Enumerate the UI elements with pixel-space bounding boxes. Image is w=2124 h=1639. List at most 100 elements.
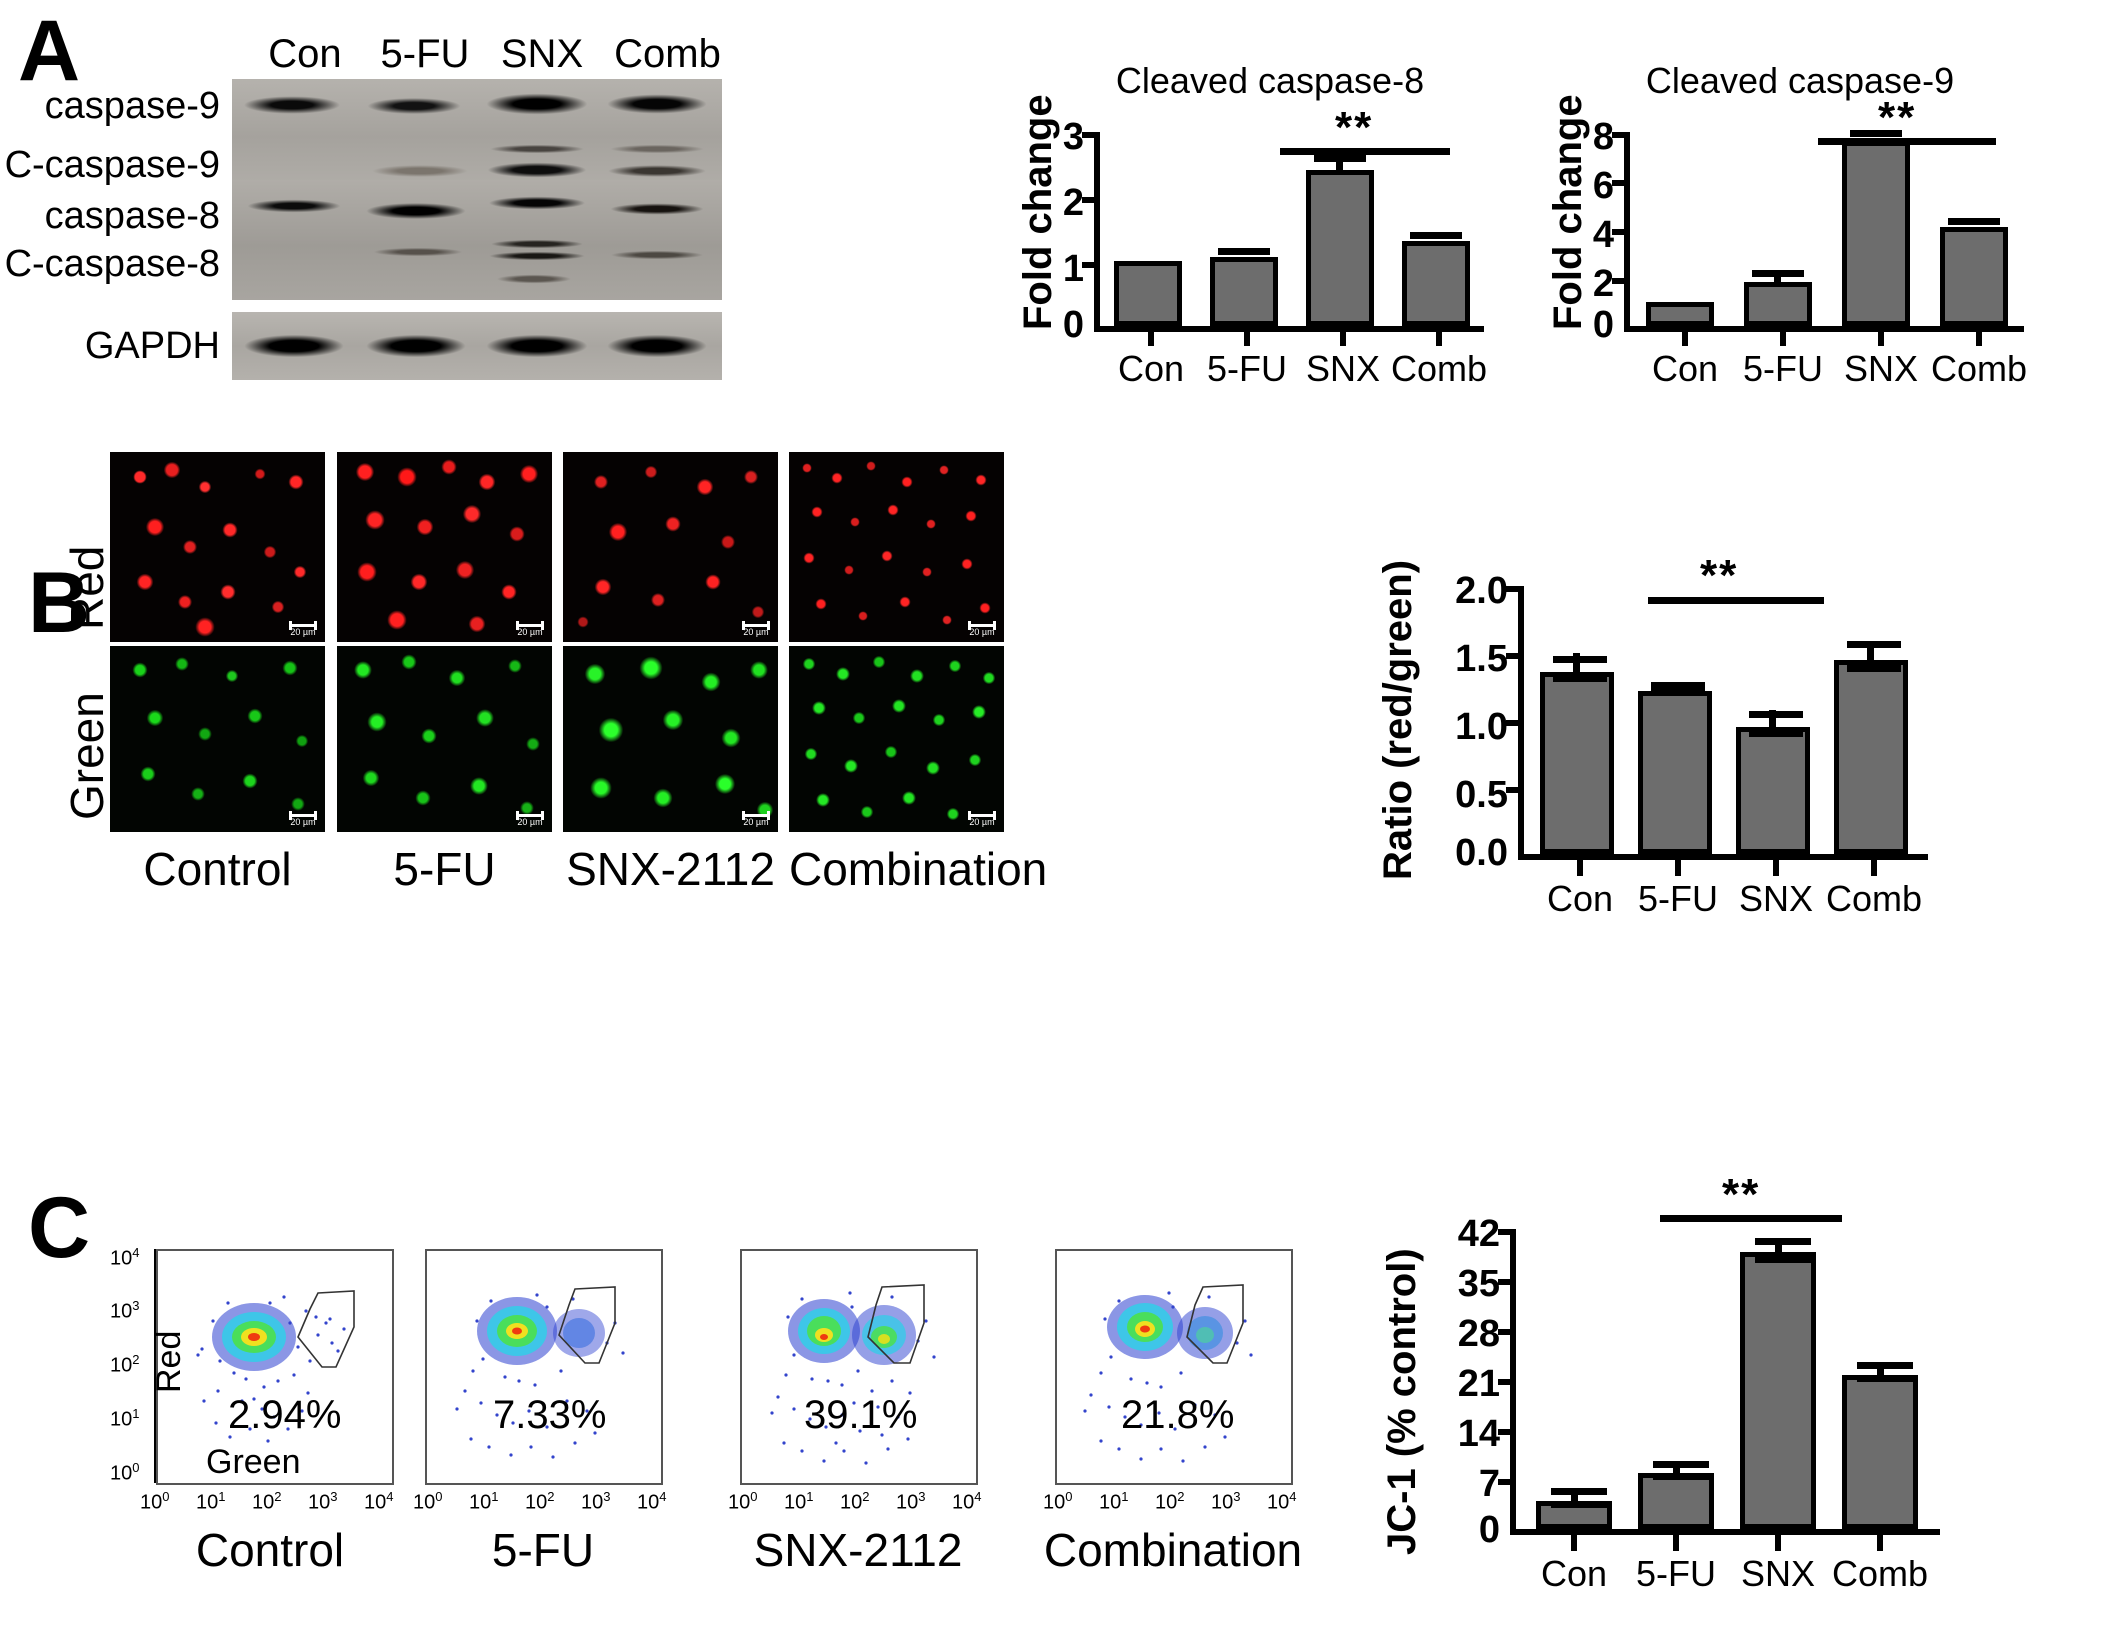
errorbar-stem-comb <box>1867 644 1874 672</box>
significance-line-a2 <box>1818 138 1996 145</box>
scalebar: 20 µm <box>289 811 317 827</box>
errorbar-stem-con <box>1573 653 1580 681</box>
chart-a2-ytick-mark-2 <box>1612 278 1626 284</box>
panel-b-collabel-combination: Combination <box>789 843 1048 895</box>
chart-a1-xtick-2 <box>1340 332 1346 346</box>
blot-row-label-gapdh: GAPDH <box>84 325 220 367</box>
flow-xtick-0: 100 <box>1043 1489 1073 1514</box>
scalebar-text: 20 µm <box>969 817 995 827</box>
errorbar-cap-top-snx <box>1755 1238 1811 1245</box>
flow-percentage-control: 2.94% <box>228 1393 342 1437</box>
chart-b-ytick-05: 0.5 <box>1455 774 1508 816</box>
errorbar-5fu <box>1752 270 1804 277</box>
scalebar: 20 µm <box>516 811 544 827</box>
flow-xtick-4: 104 <box>952 1489 982 1514</box>
chart-a2-xtick-3 <box>1976 332 1982 346</box>
chart-a2-yaxis <box>1624 132 1630 332</box>
bar-snx <box>1842 140 1910 326</box>
chart-a2-ytick-6: 6 <box>1592 165 1614 207</box>
errorbar-cap-top-con <box>1553 656 1607 663</box>
chart-b-ytick-mark-10 <box>1506 720 1520 726</box>
scalebar-text: 20 µm <box>290 817 316 827</box>
panel-b-row-label-red: Red <box>61 545 113 630</box>
bar-snx <box>1306 170 1374 326</box>
chart-b-xtick-0 <box>1577 860 1583 876</box>
blot-row-label-c-caspase-9: C-caspase-9 <box>4 144 220 186</box>
chart-title-cleaved-caspase-9: Cleaved caspase-9 <box>1645 60 1955 101</box>
chart-jc1-percent-control: JC-1 (% control) 42 35 28 21 14 7 0 ** C… <box>1370 1173 1950 1595</box>
errorbar-cap-bot-snx <box>1749 730 1803 737</box>
chart-b-ytick-mark-05 <box>1506 787 1520 793</box>
panel-b-row-label-green: Green <box>61 692 113 820</box>
chart-b-catlabel-comb: Comb <box>1825 878 1923 919</box>
errorbar-cap-top-snx <box>1749 711 1803 718</box>
chart-b-yaxis <box>1518 586 1524 860</box>
chart-a1-xtick-0 <box>1148 332 1154 346</box>
chart-b-catlabel-5fu: 5-FU <box>1638 878 1718 919</box>
errorbar-cap-bot-5fu <box>1653 1473 1709 1480</box>
significance-line-b <box>1648 597 1824 604</box>
scalebar: 20 µm <box>516 621 544 637</box>
blot-lane-label-comb: Comb <box>614 32 721 76</box>
chart-a2-ytick-2: 2 <box>1592 263 1614 305</box>
panel-b-collabel-5fu: 5-FU <box>393 843 496 895</box>
chart-a2-xaxis <box>1624 326 2024 332</box>
flow-percentage-combination: 21.8% <box>1121 1393 1235 1437</box>
chart-a1-ytick-2: 2 <box>1062 182 1084 224</box>
chart-a2-catlabel-5fu: 5-FU <box>1743 348 1823 389</box>
chart-c-ytick-mark-28 <box>1498 1329 1512 1335</box>
flow-plot-5fu <box>425 1249 663 1485</box>
chart-c-ytick-21: 21 <box>1457 1363 1500 1405</box>
flow-percentage-5fu: 7.33% <box>493 1393 607 1437</box>
flow-scatter-svg-snx <box>770 1284 936 1465</box>
chart-a1-ytick-mark-3 <box>1082 132 1096 138</box>
chart-a2-ytick-mark-4 <box>1612 229 1626 235</box>
significance-marker-a2: ** <box>1878 93 1917 142</box>
errorbar-cap-top-comb <box>1857 1362 1913 1369</box>
bar-5fu <box>1638 690 1712 854</box>
chart-a2-catlabel-comb: Comb <box>1930 348 2028 389</box>
chart-c-xtick-0 <box>1571 1535 1577 1551</box>
scalebar: 20 µm <box>742 621 770 637</box>
flow-xtick-2: 102 <box>1155 1489 1185 1514</box>
chart-a2-ytick-mark-6 <box>1612 180 1626 186</box>
chart-b-ytick-15: 1.5 <box>1455 638 1508 680</box>
flow-xtick-0: 100 <box>413 1489 443 1514</box>
chart-c-catlabel-con: Con <box>1540 1553 1608 1594</box>
chart-a1-catlabel-snx: SNX <box>1305 348 1381 389</box>
blot-strip-caspase-8 <box>232 180 722 300</box>
chart-a1-ytick-mark-2 <box>1082 197 1096 203</box>
chart-a2-ytick-8: 8 <box>1592 116 1614 158</box>
chart-a1-yaxis <box>1094 132 1100 332</box>
chart-a1-catlabel-5fu: 5-FU <box>1207 348 1287 389</box>
chart-a2-catlabel-snx: SNX <box>1843 348 1919 389</box>
blot-lane-label-con: Con <box>268 32 342 76</box>
bar-comb <box>1834 659 1908 854</box>
chart-a1-xtick-3 <box>1436 332 1442 346</box>
chart-b-xtick-3 <box>1871 860 1877 876</box>
panel-c-collabel-snx: SNX-2112 <box>753 1524 963 1576</box>
blot-lane-label-snx: SNX <box>500 32 584 76</box>
chart-title-cleaved-caspase-8: Cleaved caspase-8 <box>1115 60 1425 101</box>
flow-plot-combination <box>1055 1249 1293 1485</box>
flow-scatter-svg-control <box>196 1290 355 1443</box>
panel-b-collabel-control: Control <box>143 843 292 895</box>
errorbar-cap-bot-comb <box>1847 665 1901 672</box>
errorbar-5fu <box>1218 248 1270 255</box>
flow-xtick-0: 100 <box>728 1489 758 1514</box>
chart-c-ytick-mark-14 <box>1498 1429 1512 1435</box>
flow-scatter-svg-5fu <box>455 1286 625 1459</box>
blot-row-label-caspase-8: caspase-8 <box>44 195 220 237</box>
chart-jc1-ratio: Ratio (red/green) 2.0 1.5 1.0 0.5 0.0 **… <box>1370 550 1930 919</box>
errorbar-stem-snx <box>1775 1241 1782 1261</box>
blot-row-label-caspase-9: caspase-9 <box>44 85 220 127</box>
flow-scatter-svg-combination <box>1083 1284 1253 1463</box>
errorbar-cap-bot-snx <box>1755 1256 1811 1263</box>
blot-lane-label-5fu: 5-FU <box>380 32 470 76</box>
panel-a-letter: A <box>18 3 80 99</box>
blot-row-label-c-caspase-8: C-caspase-8 <box>4 243 220 285</box>
flow-xtick-2: 102 <box>525 1489 555 1514</box>
chart-b-catlabel-snx: SNX <box>1738 878 1814 919</box>
flow-plot-control-container: 104 103 102 101 100 <box>110 1243 410 1576</box>
panel-b-letter: B <box>28 555 90 651</box>
